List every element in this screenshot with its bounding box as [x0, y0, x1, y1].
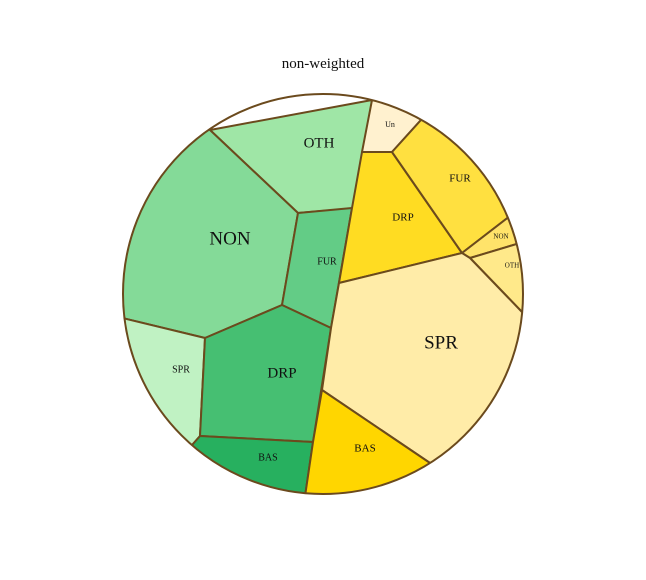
cell-bas-green[interactable] — [169, 435, 314, 510]
cell-label-bas-yellow: BAS — [354, 443, 375, 455]
cell-label-oth-green: OTH — [304, 135, 335, 151]
cell-label-non-green: NON — [209, 228, 250, 249]
cell-label-spr-green: SPR — [172, 364, 190, 375]
cell-label-fur-yellow: FUR — [449, 173, 471, 185]
cell-label-un-yellow: Un — [385, 120, 395, 129]
outer-boundary — [122, 93, 524, 495]
cell-label-spr-yellow: SPR — [424, 332, 458, 353]
chart-title: non-weighted — [281, 56, 365, 72]
cell-label-oth-yellow: OTH — [505, 262, 519, 270]
cell-label-non-yellow: NON — [493, 233, 508, 241]
cell-label-drp-yellow: DRP — [392, 212, 413, 224]
cell-spr-green[interactable] — [100, 314, 206, 471]
cell-label-drp-green: DRP — [267, 365, 296, 381]
cell-label-fur-green: FUR — [317, 256, 337, 267]
cell-label-bas-green: BAS — [258, 452, 277, 463]
